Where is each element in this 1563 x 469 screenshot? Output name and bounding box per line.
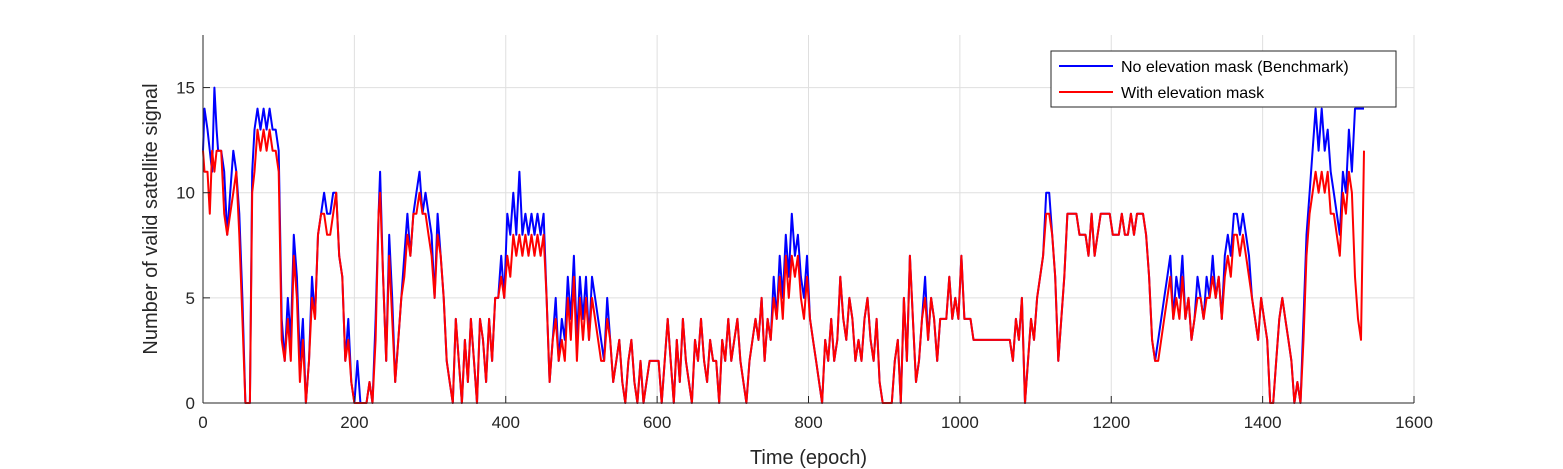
axes bbox=[202, 35, 1415, 404]
x-tick-label: 1400 bbox=[1244, 413, 1282, 432]
x-tick-label: 1200 bbox=[1092, 413, 1130, 432]
legend-box bbox=[1050, 50, 1397, 108]
series-line-elevation-mask bbox=[202, 128, 1365, 404]
x-tick-label: 800 bbox=[794, 413, 822, 432]
x-tick-label: 1600 bbox=[1395, 413, 1433, 432]
legend-label: No elevation mask (Benchmark) bbox=[1121, 59, 1349, 76]
y-axis-label: Number of valid satellite signal bbox=[140, 83, 162, 354]
x-tick-label: 400 bbox=[492, 413, 520, 432]
x-axis-label: Time (epoch) bbox=[750, 447, 867, 469]
x-tick-label: 200 bbox=[340, 413, 368, 432]
series-lines bbox=[202, 86, 1365, 404]
y-tick-label: 15 bbox=[176, 79, 195, 98]
legend: No elevation mask (Benchmark) With elevat… bbox=[1050, 50, 1397, 108]
y-tick-label: 10 bbox=[176, 184, 195, 203]
legend-label: With elevation mask bbox=[1121, 85, 1265, 102]
y-tick-label: 5 bbox=[186, 289, 195, 308]
y-tick-label: 0 bbox=[186, 394, 195, 413]
x-tick-label: 1000 bbox=[941, 413, 979, 432]
x-tick-label: 600 bbox=[643, 413, 671, 432]
tick-labels: 0 200 400 600 800 1000 1200 1400 1600 0 5 10 15 bbox=[176, 79, 1433, 432]
x-tick-label: 0 bbox=[198, 413, 207, 432]
